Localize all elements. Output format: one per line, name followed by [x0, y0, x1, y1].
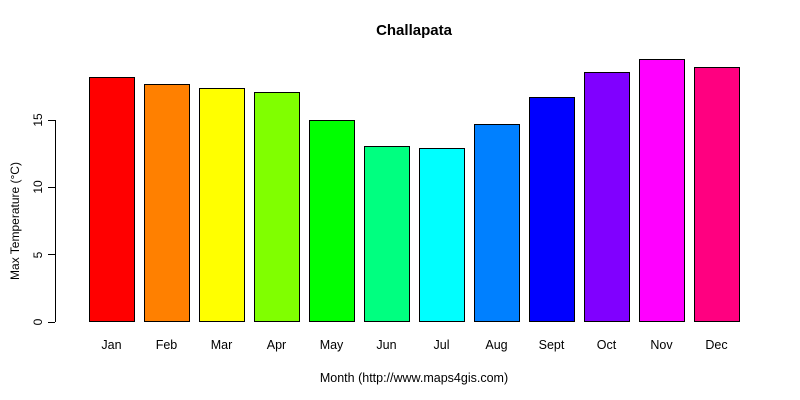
y-axis-line [55, 120, 56, 322]
x-axis-tick-label-sept: Sept [538, 338, 565, 352]
x-axis-tick-label-feb: Feb [155, 338, 178, 352]
y-axis-tick-5 [48, 254, 55, 256]
bar-may [308, 120, 355, 322]
x-axis-tick-label-jan: Jan [101, 338, 122, 352]
bar-slot-nov [634, 0, 689, 322]
bar-slot-apr [249, 0, 304, 322]
bar-aug [473, 124, 520, 322]
x-axis-tick-label-may: May [319, 338, 344, 352]
y-axis-tick-0 [48, 321, 55, 323]
x-axis-tick-label-nov: Nov [650, 338, 673, 352]
bar-mar [198, 87, 245, 322]
x-axis-tick-label-aug: Aug [485, 338, 508, 352]
x-axis-tick-label-dec: Dec [705, 338, 728, 352]
bar-slot-jul [414, 0, 469, 322]
bar-slot-aug [469, 0, 524, 322]
y-axis-tick-label-0: 0 [31, 318, 45, 326]
y-axis-tick-10 [48, 186, 55, 188]
bar-apr [253, 91, 300, 322]
bar-slot-feb [139, 0, 194, 322]
x-axis-title: Month (http://www.maps4gis.com) [319, 371, 509, 385]
y-axis-tick-15 [48, 119, 55, 121]
x-axis-tick-label-mar: Mar [210, 338, 233, 352]
x-axis-tick-label-oct: Oct [596, 338, 617, 352]
y-axis-title: Max Temperature (°C) [8, 162, 22, 280]
x-axis-tick-label-jun: Jun [376, 338, 397, 352]
bar-feb [143, 83, 190, 322]
x-axis-tick-label-apr: Apr [266, 338, 287, 352]
chart-title: Challapata [376, 22, 452, 39]
bar-slot-jan [84, 0, 139, 322]
bar-jun [363, 145, 410, 322]
bar-slot-mar [194, 0, 249, 322]
bar-slot-jun [359, 0, 414, 322]
y-axis-tick-label-10: 10 [31, 180, 45, 195]
y-axis-tick-label-5: 5 [31, 251, 45, 258]
bar-jul [418, 148, 465, 322]
bar-slot-may [304, 0, 359, 322]
y-axis-tick-label-15: 15 [31, 113, 45, 127]
x-axis-tick-labels: Jan Feb Mar Apr May Jun Jul Aug Sept Oct Nov Dec [84, 338, 744, 352]
bar-slot-dec [689, 0, 744, 322]
bar-nov [638, 59, 685, 322]
bar-dec [693, 67, 740, 322]
bar-slot-sept [524, 0, 579, 322]
x-axis-tick-label-jul: Jul [433, 338, 450, 352]
bar-oct [583, 71, 630, 322]
bar-slot-oct [579, 0, 634, 322]
bar-sept [528, 97, 575, 322]
bar-jan [88, 76, 135, 322]
plot-area [84, 0, 744, 322]
